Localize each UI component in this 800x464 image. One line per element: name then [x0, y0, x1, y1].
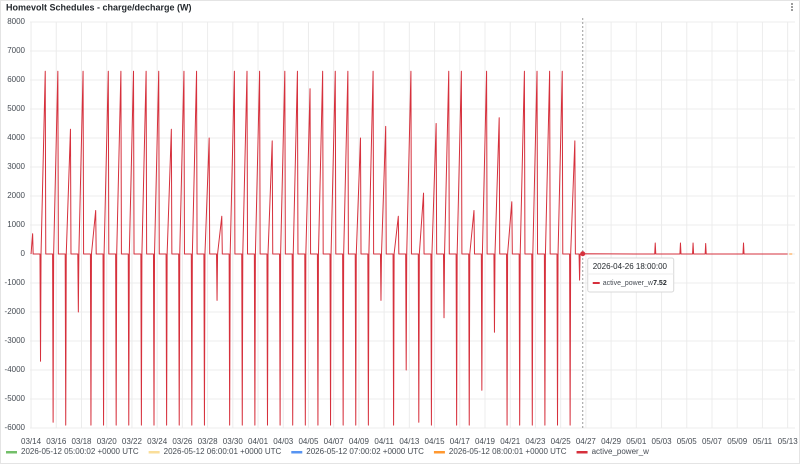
menu-dot[interactable]	[791, 9, 793, 11]
x-tick-label: 05/11	[753, 437, 773, 446]
tooltip-box	[587, 257, 675, 293]
y-tick-label: 8000	[7, 17, 25, 26]
series-line	[30, 70, 788, 426]
x-tick-label: 03/16	[46, 437, 67, 446]
y-tick-label: 2000	[7, 191, 25, 200]
x-tick-label: 04/21	[500, 437, 521, 446]
y-tick-label: -6000	[5, 423, 26, 432]
x-tick-label: 04/07	[324, 437, 345, 446]
x-tick-label: 04/09	[349, 437, 370, 446]
x-tick-label: 04/01	[248, 437, 269, 446]
y-tick-label: -1000	[5, 278, 26, 287]
y-tick-label: 0	[21, 249, 26, 258]
legend-label: active_power_w	[592, 447, 650, 456]
y-tick-label: -4000	[5, 365, 26, 374]
x-tick-label: 05/13	[778, 437, 799, 446]
x-tick-label: 04/19	[475, 437, 496, 446]
x-tick-label: 04/25	[551, 437, 572, 446]
y-tick-label: 7000	[7, 46, 25, 55]
x-tick-label: 05/09	[727, 437, 748, 446]
x-tick-label: 04/29	[601, 437, 622, 446]
x-tick-label: 03/20	[97, 437, 118, 446]
legend-swatch	[291, 451, 303, 454]
x-tick-label: 05/07	[702, 437, 723, 446]
legend-label: 2026-05-12 06:00:01 +0000 UTC	[164, 447, 282, 456]
legend-swatch	[433, 451, 445, 454]
x-tick-label: 04/05	[298, 437, 319, 446]
menu-dot[interactable]	[791, 6, 793, 8]
x-tick-label: 04/13	[399, 437, 420, 446]
menu-dot[interactable]	[791, 3, 793, 5]
x-tick-label: 05/03	[652, 437, 673, 446]
x-tick-label: 03/30	[223, 437, 244, 446]
y-tick-label: 3000	[7, 162, 25, 171]
legend-label: 2026-05-12 05:00:02 +0000 UTC	[21, 447, 139, 456]
y-tick-label: -2000	[5, 307, 26, 316]
legend-swatch	[576, 451, 588, 454]
x-tick-label: 05/05	[677, 437, 698, 446]
x-tick-label: 03/26	[172, 437, 193, 446]
legend-label: 2026-05-12 08:00:01 +0000 UTC	[449, 447, 567, 456]
x-tick-label: 03/22	[122, 437, 143, 446]
plot	[30, 70, 794, 426]
x-tick-label: 04/11	[374, 437, 394, 446]
legend-swatch	[6, 451, 17, 454]
y-tick-label: -3000	[5, 336, 26, 345]
axes: -6000 -5000 -4000 -3000 -2000 -1000 0 1000 2000 3…	[5, 17, 799, 446]
y-tick-label: 5000	[7, 104, 25, 113]
x-tick-label: 04/15	[425, 437, 446, 446]
x-tick-label: 04/03	[273, 437, 294, 446]
y-tick-label: 4000	[7, 133, 25, 142]
tooltip-swatch	[592, 282, 600, 284]
x-tick-label: 05/01	[626, 437, 647, 446]
panel-menu[interactable]	[791, 3, 793, 11]
x-tick-label: 03/28	[198, 437, 219, 446]
tooltip-series: active_power_w	[603, 280, 654, 287]
tooltip-title: 2026-04-26 18:00:00	[593, 262, 668, 271]
tooltip: 2026-04-26 18:00:00 active_power_w 7.52	[580, 18, 675, 428]
x-tick-label: 04/17	[450, 437, 471, 446]
cursor-point	[580, 251, 586, 257]
y-tick-label: 1000	[7, 220, 25, 229]
legend-swatch	[148, 451, 160, 454]
x-tick-label: 03/18	[71, 437, 92, 446]
y-tick-label: 6000	[7, 75, 25, 84]
legend-label: 2026-05-12 07:00:02 +0000 UTC	[306, 447, 424, 456]
y-tick-label: -5000	[5, 394, 26, 403]
x-tick-label: 03/14	[21, 437, 42, 446]
tooltip-value: 7.52	[653, 280, 667, 287]
x-tick-label: 04/27	[576, 437, 597, 446]
x-tick-label: 04/23	[525, 437, 546, 446]
legend: 2026-05-12 05:00:02 +0000 UTC 2026-05-12 …	[6, 447, 649, 456]
panel-title: Homevolt Schedules - charge/decharge (W)	[6, 2, 192, 12]
x-tick-label: 03/24	[147, 437, 168, 446]
